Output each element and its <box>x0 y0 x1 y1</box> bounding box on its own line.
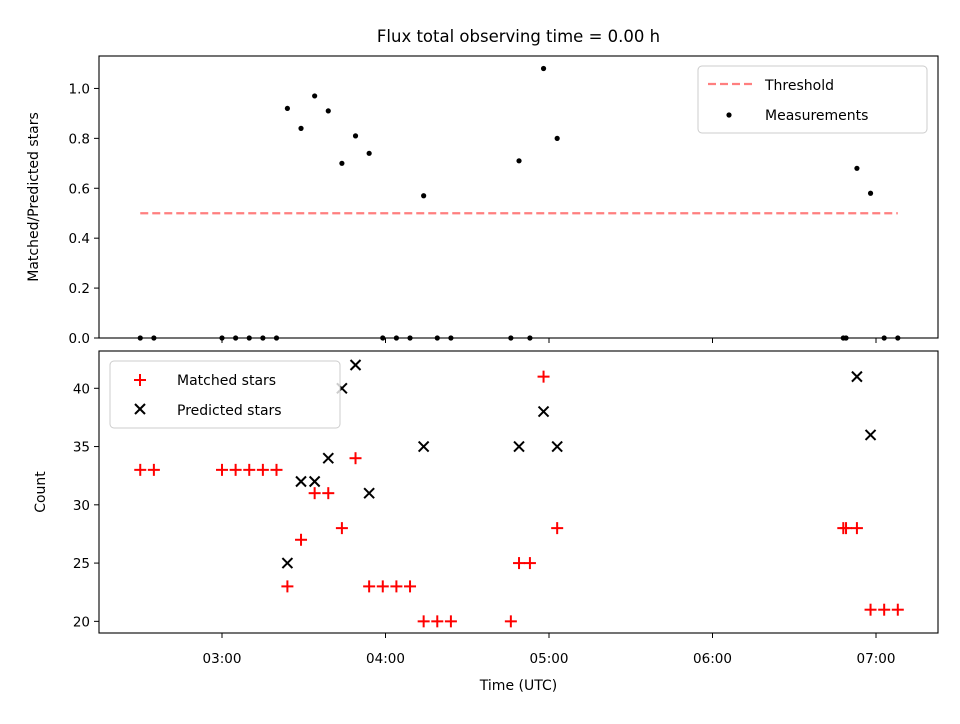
predicted-star-marker <box>551 440 563 453</box>
matched-star-marker <box>840 522 853 535</box>
top-legend: Threshold Measurements <box>697 65 928 134</box>
y-tick-label: 30 <box>73 498 90 514</box>
matched-star-marker <box>504 615 517 628</box>
bottom-panel: 20 25 30 35 40 03:00 04:00 05:00 06:00 07:00 Cou… <box>33 350 939 694</box>
legend-matched-swatch <box>134 374 146 386</box>
matched-star-marker <box>390 580 403 593</box>
legend-matched-label: Matched stars <box>177 373 276 389</box>
matched-star-marker <box>256 463 269 476</box>
top-y-axis-label: Matched/Predicted stars <box>26 112 42 282</box>
y-tick-label: 25 <box>73 556 90 572</box>
top-y-ticks: 0.0 0.2 0.4 0.6 0.8 1.0 <box>69 81 99 347</box>
bottom-y-axis-label: Count <box>33 471 49 513</box>
measurement-point <box>325 108 331 114</box>
predicted-star-marker <box>281 557 294 569</box>
matched-star-marker <box>295 533 308 546</box>
matched-star-marker <box>431 615 444 628</box>
matched-star-marker <box>216 463 228 476</box>
matched-star-marker <box>537 370 550 383</box>
matched-star-marker <box>891 603 904 616</box>
predicted-star-marker <box>851 370 863 383</box>
matched-star-marker <box>551 522 564 535</box>
chart-title: Flux total observing time = 0.00 h <box>377 27 660 46</box>
matched-star-marker <box>444 615 457 628</box>
measurement-point <box>352 133 359 139</box>
matched-star-marker <box>229 463 242 476</box>
matched-star-marker <box>864 603 877 616</box>
predicted-star-marker <box>322 452 334 464</box>
predicted-star-marker <box>537 405 550 418</box>
matched-star-marker <box>134 463 147 476</box>
bottom-legend: Matched stars Predicted stars <box>109 360 341 429</box>
bottom-axes-frame <box>98 350 939 634</box>
x-tick-label: 03:00 <box>203 651 242 667</box>
matched-star-marker <box>270 463 283 476</box>
x-tick-label: 06:00 <box>693 651 732 667</box>
matched-star-marker <box>363 580 376 593</box>
measurement-point <box>312 93 318 99</box>
measurement-point <box>516 158 522 164</box>
measurement-point <box>854 165 860 171</box>
matched-star-marker <box>308 487 321 500</box>
measurement-point <box>284 105 290 112</box>
y-tick-label: 0.6 <box>69 181 90 197</box>
y-tick-label: 0.0 <box>69 331 90 347</box>
matched-star-marker <box>243 463 256 476</box>
matched-star-marker <box>523 557 536 570</box>
measurement-point <box>339 160 345 166</box>
legend-measurements-swatch <box>726 112 732 118</box>
predicted-star-marker <box>864 429 877 441</box>
x-axis-label: Time (UTC) <box>479 678 557 694</box>
bottom-legend-frame <box>109 360 341 429</box>
predicted-star-marker <box>417 440 430 453</box>
top-x-ticks <box>221 338 877 343</box>
matched-star-marker <box>335 522 348 535</box>
measurement-point <box>540 65 547 72</box>
matched-star-marker <box>404 580 417 593</box>
matched-star-marker <box>147 463 160 476</box>
legend-threshold-label: Threshold <box>764 78 834 94</box>
top-panel: 0.0 0.2 0.4 0.6 0.8 1.0 Matched/Predicted sta… <box>26 55 939 347</box>
predicted-star-marker <box>308 475 321 488</box>
legend-predicted-label: Predicted stars <box>177 403 282 419</box>
matched-star-marker <box>417 615 430 628</box>
top-legend-frame <box>697 65 928 134</box>
measurement-point <box>421 193 427 199</box>
measurement-point <box>366 150 372 156</box>
y-tick-label: 1.0 <box>69 81 90 97</box>
y-tick-label: 0.8 <box>69 131 90 147</box>
legend-measurements-label: Measurements <box>765 108 868 124</box>
y-tick-label: 40 <box>73 381 90 397</box>
y-tick-label: 0.2 <box>69 281 90 297</box>
matched-star-marker <box>376 580 389 593</box>
measurement-point <box>298 125 304 131</box>
x-tick-label: 07:00 <box>857 651 896 667</box>
y-tick-label: 35 <box>73 440 90 456</box>
bottom-y-ticks: 20 25 30 35 40 <box>73 381 99 630</box>
predicted-star-marker <box>349 359 362 371</box>
matched-star-marker <box>322 487 335 500</box>
y-tick-label: 20 <box>73 614 90 630</box>
legend-predicted-swatch <box>134 403 146 415</box>
top-axes-frame <box>98 55 939 339</box>
measurement-point <box>554 135 560 141</box>
y-tick-label: 0.4 <box>69 231 90 247</box>
matched-star-marker <box>349 452 362 465</box>
x-tick-label: 04:00 <box>366 651 405 667</box>
measurement-point <box>867 190 874 196</box>
predicted-star-marker <box>513 440 525 453</box>
matched-star-marker <box>850 522 863 535</box>
matched-star-marker <box>281 580 294 593</box>
counts-layer <box>134 359 904 628</box>
x-tick-label: 05:00 <box>530 651 569 667</box>
predicted-star-marker <box>363 487 375 499</box>
matched-star-marker <box>513 557 526 570</box>
bottom-x-ticks: 03:00 04:00 05:00 06:00 07:00 <box>203 633 896 667</box>
predicted-star-marker <box>295 475 307 488</box>
matched-star-marker <box>878 603 891 616</box>
